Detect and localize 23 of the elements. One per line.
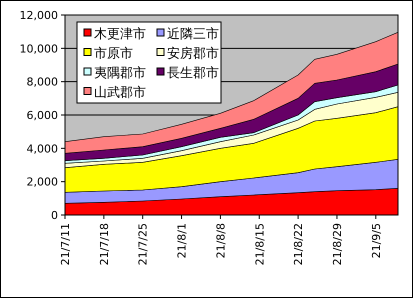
y-tick-label: 6,000 — [26, 109, 58, 122]
x-tick-label: 21/8/1 — [176, 223, 189, 258]
y-tick-label: 0 — [51, 209, 58, 222]
y-tick-label: 12,000 — [20, 9, 58, 22]
x-tick-label: 21/7/18 — [98, 223, 111, 266]
legend-label: 長生郡市 — [167, 66, 219, 81]
legend-label: 木更津市 — [94, 27, 146, 42]
y-tick-label: 4,000 — [26, 142, 58, 156]
legend-label: 安房郡市 — [167, 46, 219, 62]
x-tick-label: 21/8/22 — [292, 223, 306, 266]
x-tick-label: 21/8/15 — [253, 223, 266, 266]
x-tick-label: 21/7/25 — [136, 223, 150, 266]
legend-label: 市原市 — [94, 46, 133, 62]
x-tick-label: 21/9/5 — [370, 223, 383, 258]
y-tick-label: 8,000 — [26, 76, 58, 89]
x-tick-label: 21/8/8 — [214, 223, 228, 258]
legend-label: 近隣三市 — [167, 27, 219, 42]
x-tick-label: 21/7/11 — [59, 223, 72, 266]
y-tick-label: 2,000 — [26, 176, 58, 189]
legend-label: 夷隅郡市 — [94, 66, 146, 81]
legend-label: 山武郡市 — [94, 86, 146, 100]
x-tick-label: 21/8/29 — [330, 223, 344, 266]
y-tick-label: 10,000 — [20, 42, 58, 56]
